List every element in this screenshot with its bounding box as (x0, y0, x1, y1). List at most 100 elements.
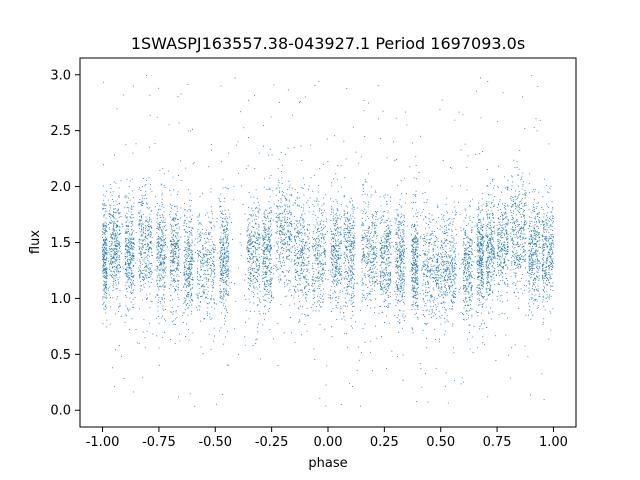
data-point (412, 251, 414, 253)
data-point (283, 234, 285, 236)
data-point (520, 221, 522, 223)
data-point (341, 242, 342, 244)
data-point (489, 218, 490, 220)
data-point (444, 233, 446, 234)
data-point (487, 265, 489, 266)
data-point (534, 189, 536, 191)
data-point (549, 278, 551, 280)
data-point (535, 278, 537, 280)
data-point (515, 265, 517, 267)
data-point (530, 256, 532, 258)
data-point (339, 263, 341, 265)
data-point (111, 237, 113, 239)
data-point (471, 243, 473, 245)
data-point (350, 295, 352, 297)
data-point (322, 280, 324, 282)
data-point (443, 214, 445, 216)
data-point (189, 252, 191, 254)
data-point (187, 281, 189, 283)
data-point (331, 207, 333, 209)
data-point (446, 261, 448, 263)
data-point (335, 253, 336, 255)
data-point (343, 277, 345, 279)
data-point (224, 269, 226, 271)
data-point (514, 226, 516, 228)
data-point (178, 255, 180, 257)
data-point (330, 220, 332, 221)
data-point (348, 281, 350, 282)
data-point (432, 254, 434, 256)
data-point (552, 236, 554, 238)
data-point (312, 304, 314, 306)
data-point (341, 277, 343, 279)
data-point (219, 256, 221, 258)
data-point (423, 274, 425, 276)
data-point (333, 251, 335, 253)
data-point (226, 284, 228, 286)
data-point (398, 228, 400, 230)
data-point (191, 265, 193, 267)
data-point (353, 240, 355, 242)
data-point (369, 260, 371, 262)
data-point (162, 265, 164, 267)
data-point (170, 236, 172, 238)
data-point (115, 288, 117, 290)
data-point (325, 226, 326, 228)
data-point (529, 263, 530, 265)
data-point (104, 309, 106, 310)
data-point (551, 201, 553, 203)
data-point (471, 227, 473, 228)
data-point (506, 217, 508, 219)
data-point (289, 209, 291, 211)
data-point (322, 229, 324, 231)
data-point (177, 243, 179, 244)
data-point (334, 270, 336, 272)
data-point (515, 208, 516, 210)
data-point (258, 266, 260, 268)
data-point (380, 281, 382, 283)
data-point (130, 241, 132, 243)
data-point (130, 268, 132, 270)
data-point (115, 238, 117, 240)
data-point (156, 218, 158, 220)
data-point (118, 212, 119, 214)
data-point (293, 235, 295, 237)
data-point (427, 291, 429, 293)
data-point (303, 269, 305, 271)
data-point (117, 220, 119, 222)
data-point (184, 278, 186, 280)
data-point (480, 260, 482, 262)
data-point (491, 261, 493, 263)
data-point (190, 269, 192, 271)
data-point (500, 274, 502, 276)
data-point (115, 274, 117, 275)
data-point (163, 226, 165, 228)
data-point (481, 227, 483, 229)
data-point (191, 245, 193, 247)
data-point (533, 300, 535, 302)
data-point (503, 233, 505, 235)
data-point (522, 256, 524, 258)
data-point (131, 206, 133, 208)
data-point (442, 260, 444, 262)
data-point (350, 230, 352, 232)
data-point (474, 242, 476, 243)
data-point (312, 279, 314, 281)
data-point (502, 248, 503, 250)
data-point (334, 274, 336, 276)
data-point (205, 241, 207, 243)
data-point (389, 242, 391, 244)
data-point (448, 278, 450, 280)
data-point (268, 308, 270, 309)
data-point (488, 312, 490, 314)
data-point (304, 225, 305, 227)
data-point (453, 249, 455, 251)
data-point (489, 288, 491, 290)
data-point (186, 255, 188, 257)
data-point (331, 245, 333, 247)
data-point (396, 232, 398, 234)
data-point (115, 182, 117, 184)
data-point (262, 238, 264, 240)
data-point (347, 249, 349, 250)
data-point (178, 299, 180, 300)
